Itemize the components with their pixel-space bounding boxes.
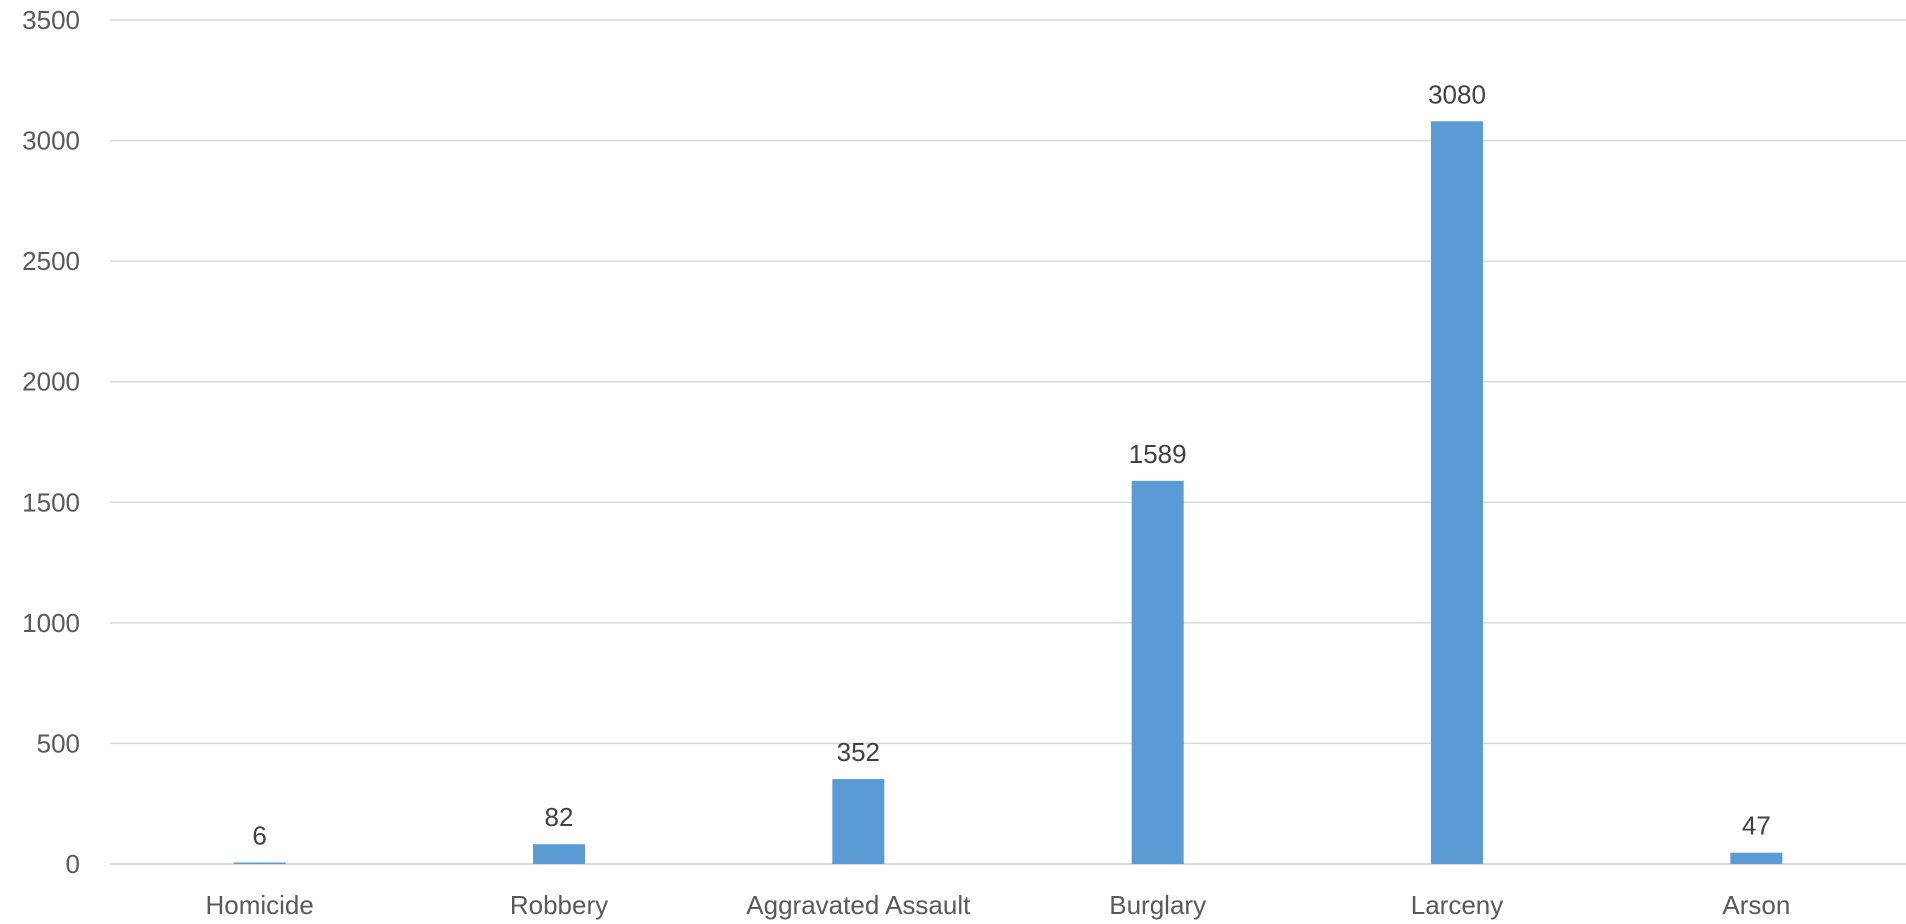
y-tick-label: 3500 — [22, 5, 80, 35]
bar — [1131, 480, 1184, 864]
data-labels: 6 82 352 1589 3080 47 — [252, 79, 1770, 850]
x-tick-label: Arson — [1722, 890, 1790, 920]
gridlines — [110, 19, 1906, 865]
data-label: 352 — [837, 737, 880, 767]
data-label: 47 — [1742, 811, 1771, 841]
y-tick-label: 1000 — [22, 608, 80, 638]
x-tick-label: Aggravated Assault — [746, 890, 971, 920]
bar — [832, 779, 885, 864]
bars — [233, 121, 1783, 864]
data-label: 6 — [252, 821, 266, 851]
x-tick-label: Larceny — [1411, 890, 1504, 920]
data-label: 1589 — [1129, 439, 1187, 469]
bar — [233, 862, 286, 864]
bar — [1431, 121, 1483, 864]
y-tick-label: 2000 — [22, 367, 80, 397]
y-tick-label: 500 — [37, 728, 80, 758]
bar — [533, 844, 585, 864]
y-tick-label: 3000 — [22, 126, 80, 156]
data-label: 82 — [545, 802, 574, 832]
y-tick-label: 2500 — [22, 246, 80, 276]
y-tick-label: 1500 — [22, 487, 80, 517]
bar — [1730, 852, 1783, 864]
y-tick-label: 0 — [66, 849, 80, 879]
x-tick-label: Homicide — [205, 890, 313, 920]
y-axis-ticks: 0 500 1000 1500 2000 2500 3000 3500 — [22, 5, 80, 879]
data-label: 3080 — [1428, 79, 1486, 109]
x-axis-ticks: Homicide Robbery Aggravated Assault Burglar… — [205, 890, 1790, 920]
x-tick-label: Robbery — [510, 890, 608, 920]
x-tick-label: Burglary — [1109, 890, 1206, 920]
